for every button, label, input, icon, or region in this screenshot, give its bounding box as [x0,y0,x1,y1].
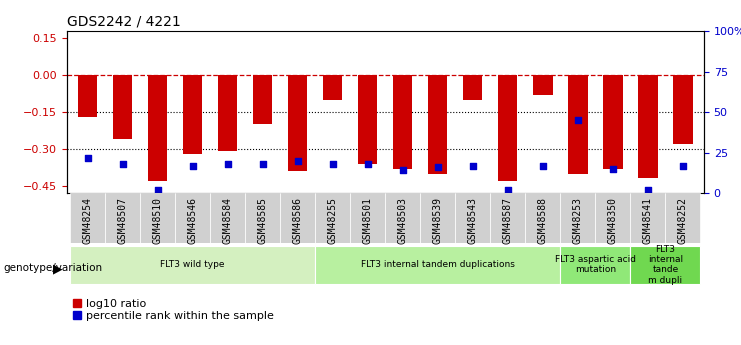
Point [257,161,269,167]
Text: GSM48584: GSM48584 [223,197,233,244]
Text: GSM48543: GSM48543 [468,197,478,244]
Bar [393,75,413,169]
Point [117,161,129,167]
Bar [70,193,105,243]
Point [292,158,304,164]
Text: GSM48503: GSM48503 [398,197,408,244]
Legend: log10 ratio, percentile rank within the sample: log10 ratio, percentile rank within the … [72,299,273,321]
Bar [245,193,280,243]
Bar [148,75,167,181]
Bar [674,75,693,144]
Bar [315,193,350,243]
Bar [210,193,245,243]
Bar [560,246,631,284]
Bar [456,193,491,243]
Text: GSM48254: GSM48254 [83,197,93,244]
Bar [288,75,308,171]
Bar [665,193,700,243]
Text: GSM48507: GSM48507 [118,197,127,244]
Bar [568,75,588,174]
Text: GSM48539: GSM48539 [433,197,443,244]
Point [187,163,199,168]
Text: GSM48585: GSM48585 [258,197,268,244]
Bar [358,75,377,164]
Text: GSM48586: GSM48586 [293,197,303,244]
Bar [534,75,553,95]
Text: GSM48588: GSM48588 [538,197,548,244]
Bar [603,75,622,169]
Text: GSM48587: GSM48587 [503,197,513,244]
Bar [280,193,315,243]
Text: GSM48541: GSM48541 [643,197,653,244]
Text: FLT3 aspartic acid
mutation: FLT3 aspartic acid mutation [555,255,636,275]
Bar [70,246,315,284]
Text: GSM48510: GSM48510 [153,197,163,244]
Point [397,168,409,173]
Bar [428,75,448,174]
Point [362,161,373,167]
Bar [113,75,133,139]
Point [677,163,689,168]
Point [152,187,164,193]
Bar [385,193,420,243]
Bar [420,193,456,243]
Bar [463,75,482,100]
Text: FLT3 wild type: FLT3 wild type [161,260,225,269]
Point [432,165,444,170]
Bar [78,75,97,117]
Text: GSM48253: GSM48253 [573,197,583,244]
Bar [105,193,140,243]
Bar [350,193,385,243]
Text: FLT3
internal
tande
m dupli: FLT3 internal tande m dupli [648,245,683,285]
Text: GSM48501: GSM48501 [363,197,373,244]
Point [572,117,584,123]
Bar [525,193,560,243]
Bar [631,193,665,243]
Bar [315,246,560,284]
Text: FLT3 internal tandem duplications: FLT3 internal tandem duplications [361,260,515,269]
Bar [140,193,175,243]
Text: ▶: ▶ [53,262,63,275]
Text: GSM48252: GSM48252 [678,197,688,244]
Bar [631,246,700,284]
Bar [175,193,210,243]
Bar [560,193,596,243]
Text: GSM48546: GSM48546 [187,197,198,244]
Text: GSM48255: GSM48255 [328,197,338,244]
Point [327,161,339,167]
Text: genotype/variation: genotype/variation [4,264,103,273]
Point [467,163,479,168]
Text: GDS2242 / 4221: GDS2242 / 4221 [67,14,181,29]
Bar [491,193,525,243]
Text: GSM48350: GSM48350 [608,197,618,244]
Point [537,163,549,168]
Point [222,161,233,167]
Bar [323,75,342,100]
Point [642,187,654,193]
Bar [183,75,202,154]
Point [82,155,93,160]
Bar [253,75,273,125]
Bar [596,193,631,243]
Bar [638,75,657,178]
Bar [218,75,237,151]
Point [502,187,514,193]
Bar [498,75,517,181]
Point [607,166,619,171]
